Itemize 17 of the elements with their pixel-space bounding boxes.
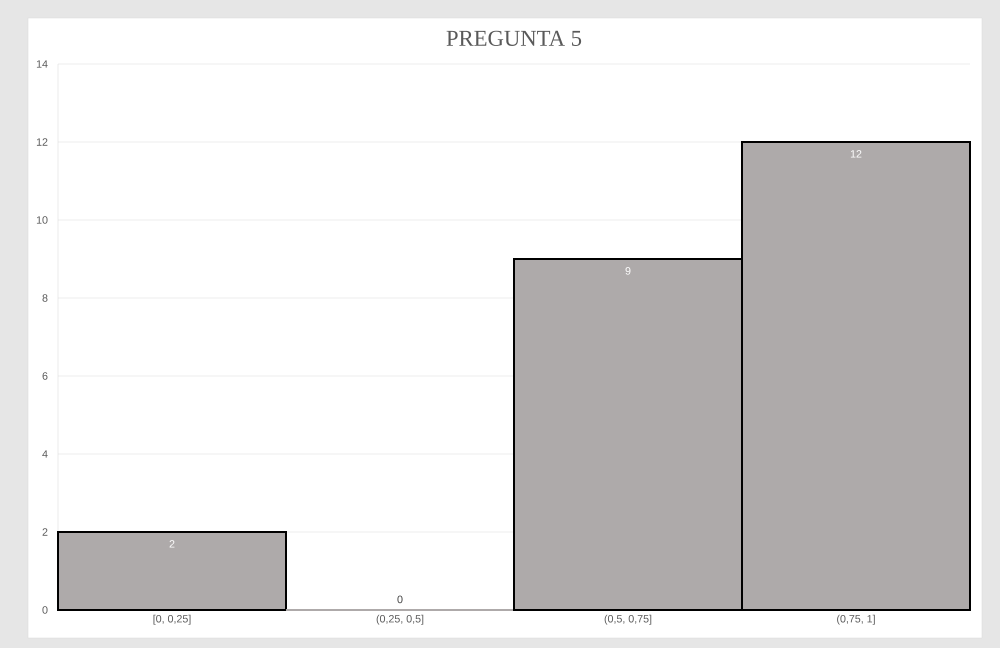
x-tick-label: [0, 0,25] — [153, 614, 190, 625]
x-tick-label: (0,5, 0,75] — [604, 614, 652, 625]
y-tick-label: 10 — [36, 216, 48, 224]
y-tick-label: 8 — [42, 294, 48, 302]
x-tick-label: (0,75, 1] — [837, 614, 875, 625]
y-tick-label: 14 — [36, 60, 48, 68]
chart-title: PREGUNTA 5 — [446, 30, 582, 46]
data-label: 9 — [626, 267, 630, 275]
y-tick-label: 6 — [42, 372, 48, 380]
y-tick-label: 2 — [42, 528, 48, 536]
data-label: 2 — [170, 540, 174, 548]
y-tick-label: 0 — [42, 606, 48, 614]
y-tick-label: 4 — [42, 450, 48, 458]
y-tick-label: 12 — [36, 138, 48, 146]
data-label: 0 — [397, 596, 403, 604]
x-tick-label: (0,25, 0,5] — [376, 614, 424, 625]
data-label: 12 — [850, 150, 862, 158]
